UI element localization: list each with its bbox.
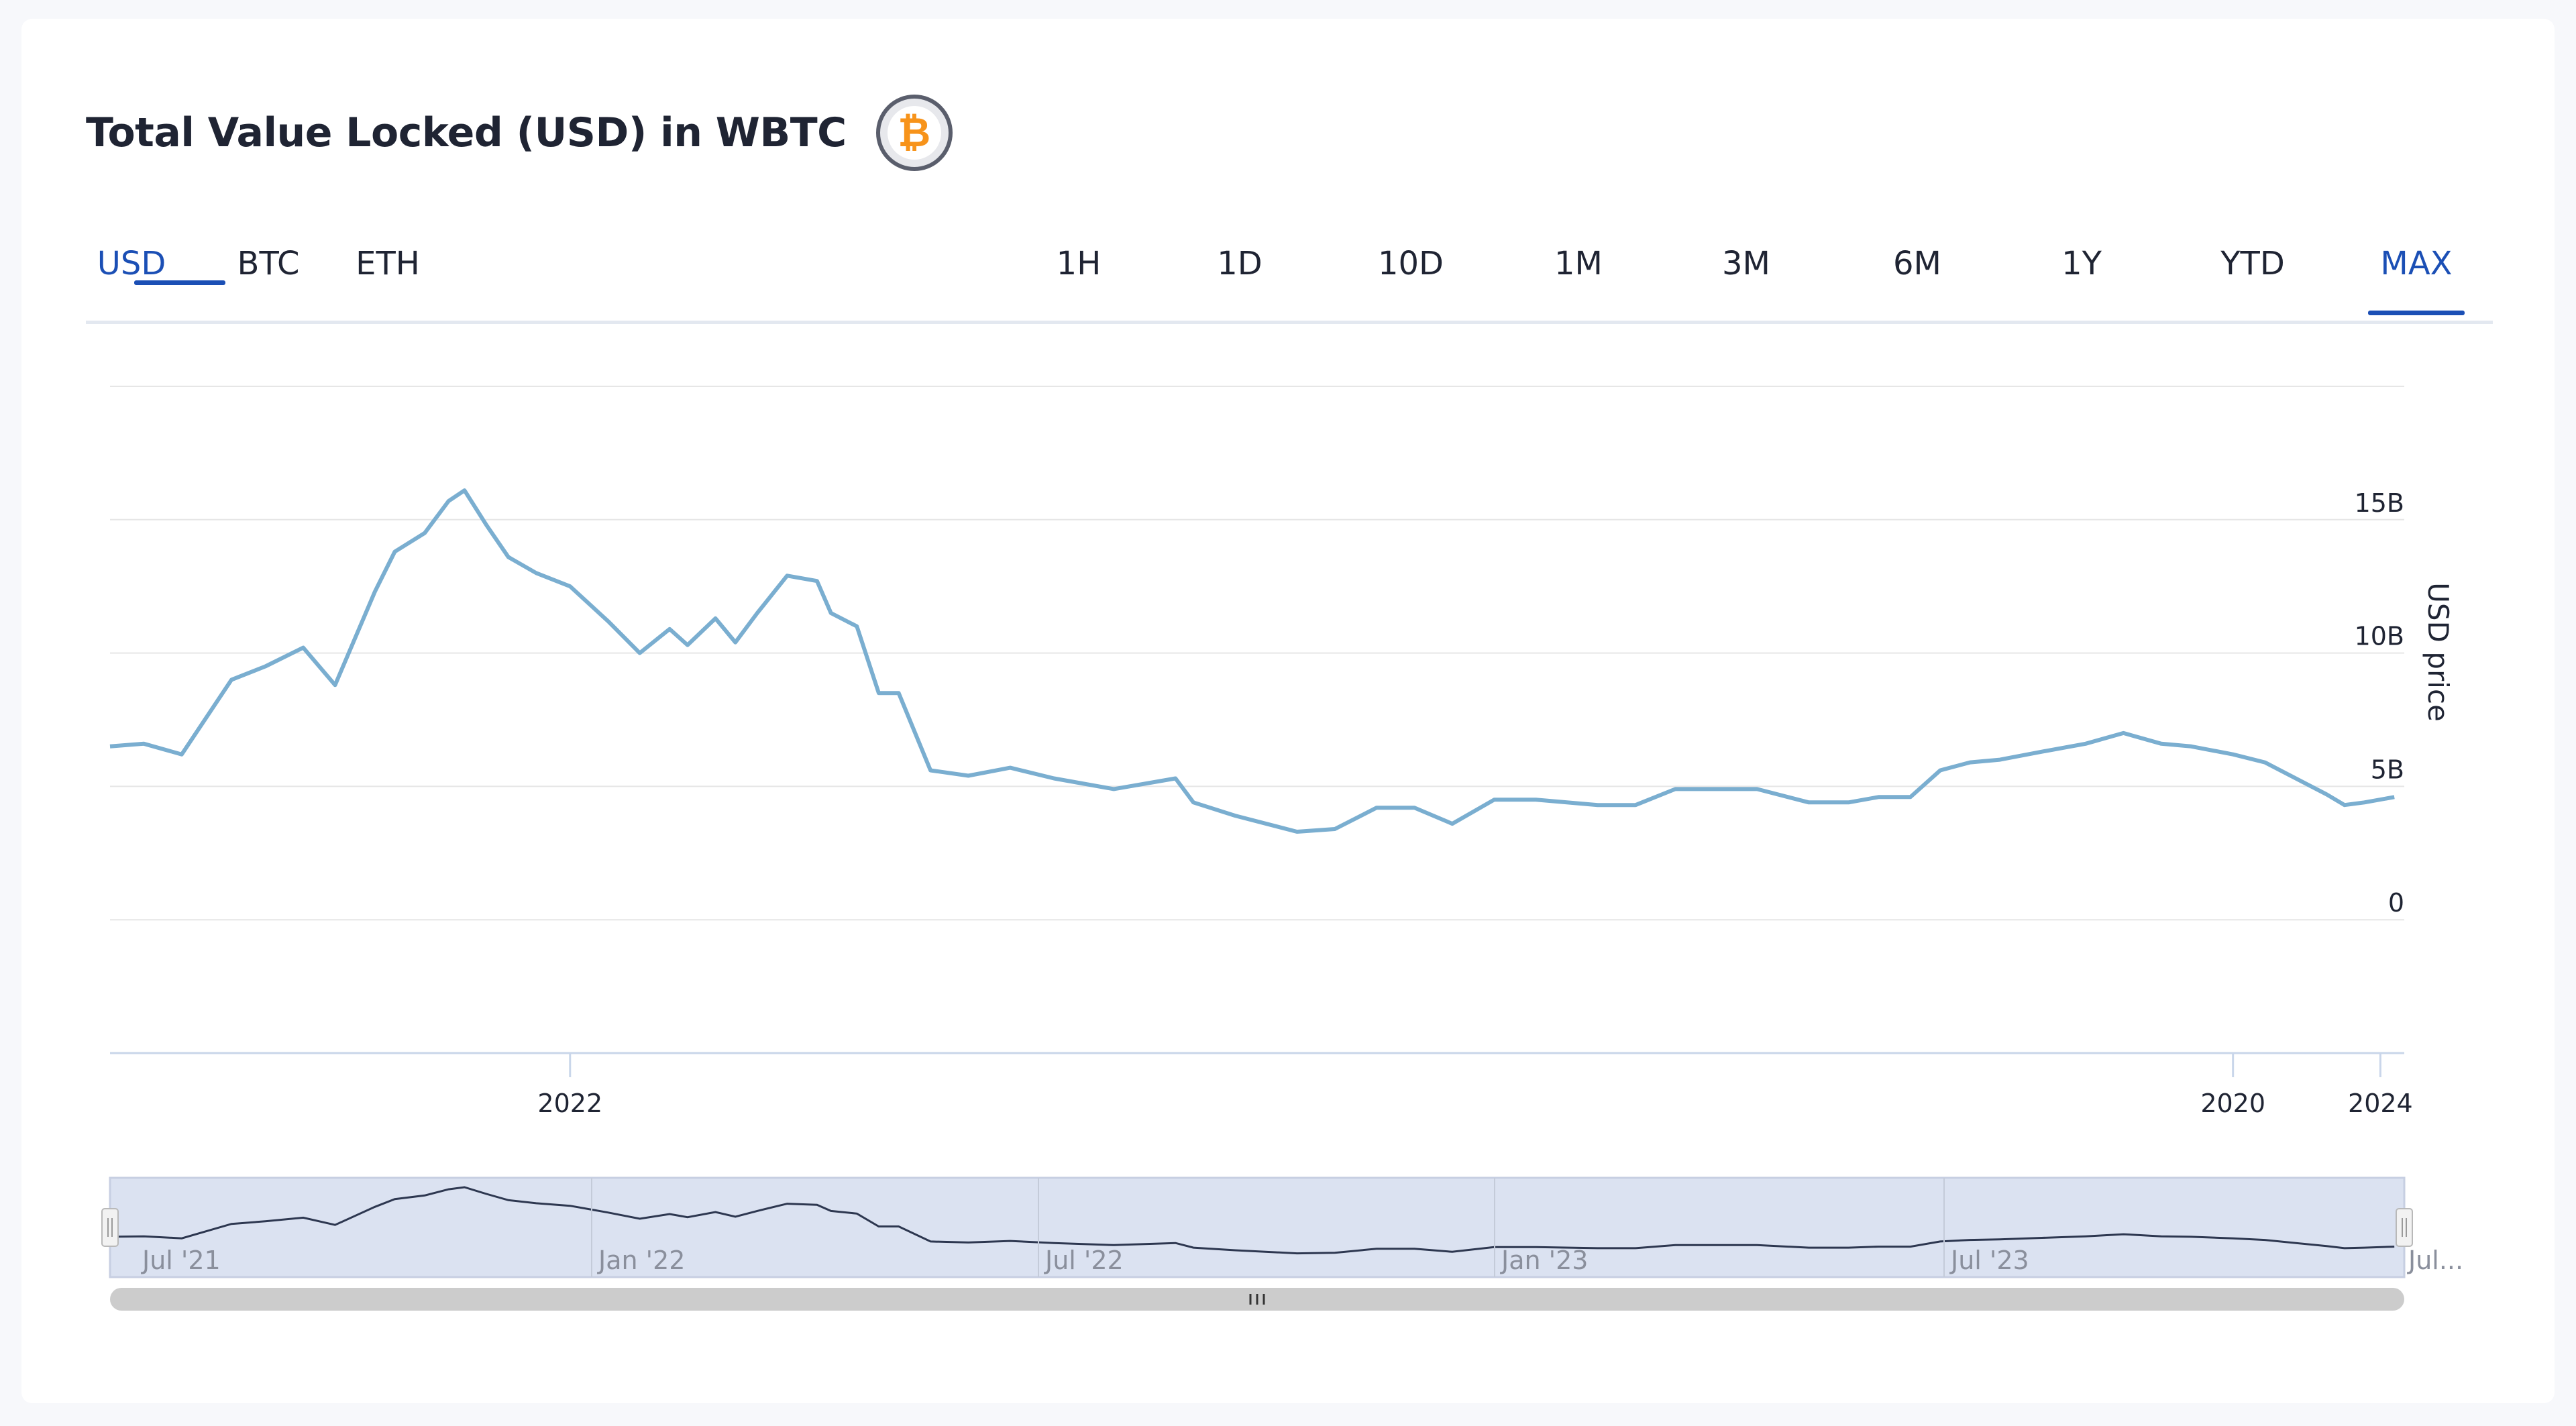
y-tick-label: 15B bbox=[2355, 488, 2404, 518]
chart-title: Total Value Locked (USD) in WBTC bbox=[86, 109, 847, 156]
tab-bar: USD BTC ETH 1H 1D 10D 1M 3M 6M 1Y YTD MA… bbox=[86, 213, 2493, 324]
tab-max-label: MAX bbox=[2380, 245, 2453, 282]
x-tick-label: 2022 bbox=[537, 1089, 602, 1118]
chart-card: Total Value Locked (USD) in WBTC ₿ USD B… bbox=[21, 19, 2555, 1403]
tab-btc[interactable]: BTC bbox=[201, 213, 335, 314]
tab-6m[interactable]: 6M bbox=[1864, 213, 1971, 314]
tvl-series-line bbox=[109, 488, 2395, 834]
tab-ytd-label: YTD bbox=[2220, 245, 2285, 282]
y-tick-label: 0 bbox=[2388, 888, 2404, 918]
navigator-label: Jul '23 bbox=[1949, 1246, 2029, 1275]
navigator-series-line bbox=[109, 1186, 2395, 1255]
tab-eth[interactable]: ETH bbox=[321, 213, 455, 314]
tab-usd-label: USD bbox=[97, 245, 166, 282]
tab-1d[interactable]: 1D bbox=[1193, 213, 1287, 314]
navigator-right-handle[interactable] bbox=[2396, 1208, 2413, 1247]
navigator-label: Jan '23 bbox=[1500, 1246, 1588, 1275]
y-tick-label: 5B bbox=[2371, 755, 2404, 784]
y-tick-label: 10B bbox=[2355, 622, 2404, 651]
y-axis-title: USD price bbox=[2422, 582, 2455, 722]
navigator-selection bbox=[109, 1176, 2406, 1278]
navigator-label: Jan '22 bbox=[597, 1246, 685, 1275]
tab-3m[interactable]: 3M bbox=[1693, 213, 1800, 314]
navigator-label: Jul '21 bbox=[141, 1246, 221, 1275]
navigator-label: Jul '22 bbox=[1044, 1246, 1124, 1275]
navigator-label: Jul... bbox=[2407, 1246, 2463, 1275]
tab-1y-label: 1Y bbox=[2061, 245, 2102, 282]
tab-btc-label: BTC bbox=[237, 245, 300, 282]
tab-1m-label: 1M bbox=[1554, 245, 1603, 282]
bitcoin-symbol-icon: ₿ bbox=[887, 106, 941, 160]
x-tick-label: 2020 bbox=[2200, 1089, 2265, 1118]
tab-1d-label: 1D bbox=[1217, 245, 1263, 282]
tab-10d-label: 10D bbox=[1377, 245, 1444, 282]
tab-ytd[interactable]: YTD bbox=[2192, 213, 2313, 314]
tab-1y[interactable]: 1Y bbox=[2031, 213, 2132, 314]
tab-usd-underline bbox=[134, 280, 225, 285]
chart-header: Total Value Locked (USD) in WBTC ₿ bbox=[86, 86, 953, 180]
navigator-left-handle[interactable] bbox=[101, 1208, 119, 1247]
tab-usd[interactable]: USD bbox=[86, 213, 177, 314]
tab-1m[interactable]: 1M bbox=[1528, 213, 1629, 314]
bitcoin-icon: ₿ bbox=[875, 95, 953, 171]
tab-10d[interactable]: 10D bbox=[1347, 213, 1474, 314]
tab-6m-label: 6M bbox=[1893, 245, 1941, 282]
x-tick-label: 2024 bbox=[2348, 1089, 2413, 1118]
tab-1h[interactable]: 1H bbox=[1032, 213, 1126, 314]
tab-eth-label: ETH bbox=[356, 245, 420, 282]
tab-1h-label: 1H bbox=[1056, 245, 1102, 282]
tab-max[interactable]: MAX bbox=[2368, 213, 2465, 315]
tab-3m-label: 3M bbox=[1722, 245, 1770, 282]
